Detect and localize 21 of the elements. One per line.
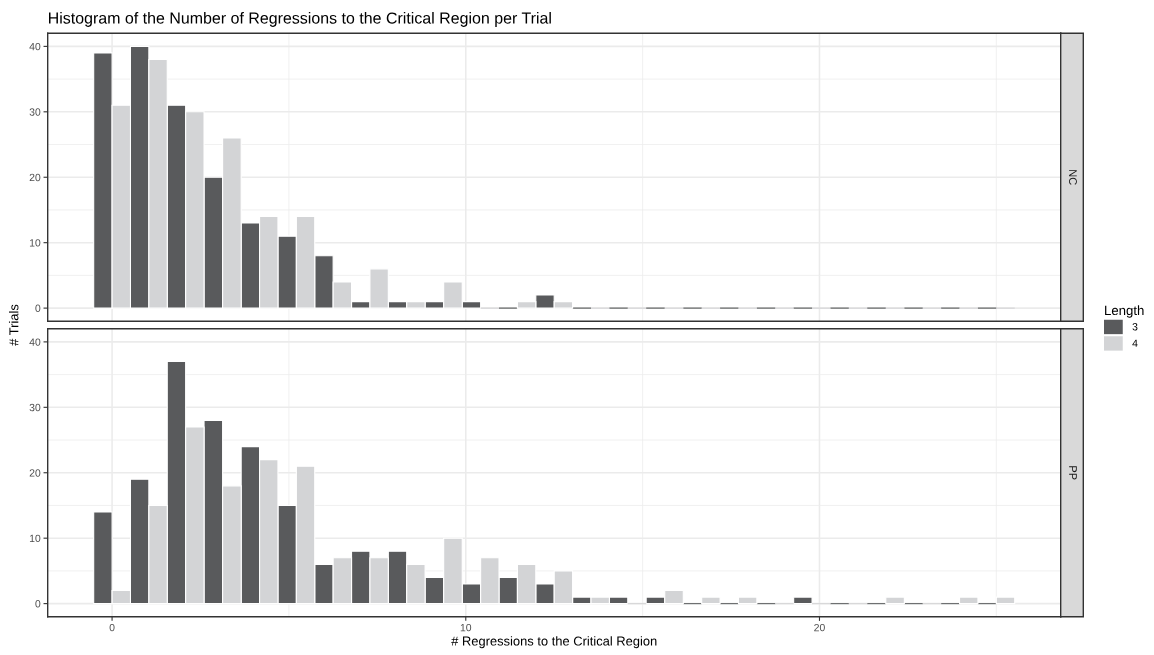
y-axis-title: # Trials: [8, 304, 19, 346]
y-tick-label: 40: [29, 338, 41, 346]
legend-title: Length: [1105, 305, 1144, 318]
legend-label: 4: [1132, 339, 1138, 347]
legend-label: 3: [1132, 323, 1138, 331]
y-tick-label: 10: [29, 534, 41, 543]
text: PP: [1069, 466, 1077, 480]
y-tick-label: 30: [29, 108, 41, 116]
chart-title: Histogram of the Number of Regressions to the Critical Region per Trial: [49, 12, 551, 27]
x-tick-label: 0: [109, 623, 115, 632]
y-tick-label: 40: [29, 42, 41, 51]
y-tick-label: 20: [29, 469, 41, 477]
y-tick-label: 0: [35, 600, 41, 608]
x-axis-title: # Regressions to the Critical Region: [451, 636, 657, 649]
y-tick-label: 0: [35, 304, 41, 312]
text: NC: [1069, 170, 1077, 185]
x-tick-label: 10: [460, 623, 472, 632]
y-tick-label: 30: [29, 403, 41, 412]
x-tick-label: 20: [814, 623, 825, 632]
y-tick-label: 20: [29, 173, 41, 182]
y-tick-label: 10: [29, 239, 41, 247]
